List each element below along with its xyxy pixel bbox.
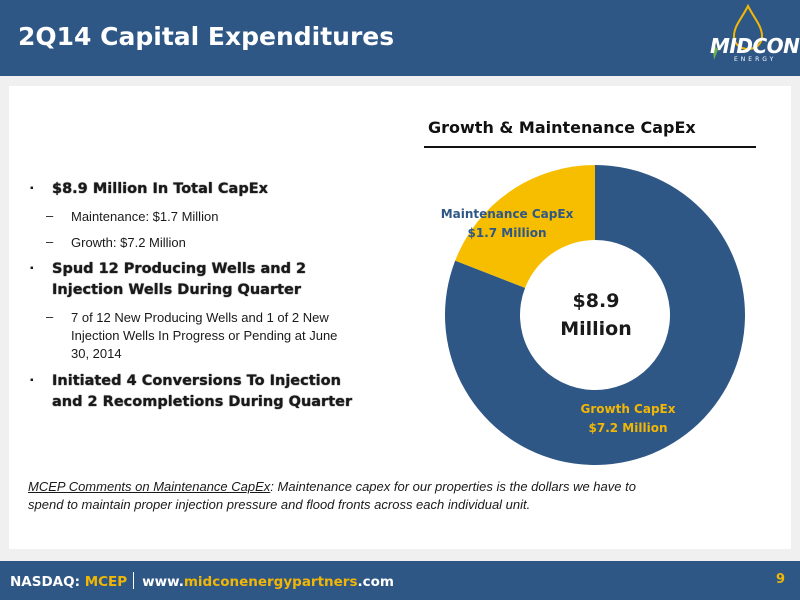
maintenance-comment: MCEP Comments on Maintenance CapEx: Main… (28, 478, 768, 514)
bullet-spud-line1: Spud 12 Producing Wells and 2 (52, 261, 307, 277)
bullet-marker: ▪ (30, 183, 34, 194)
footer-url-suffix[interactable]: .com (357, 574, 394, 590)
donut-center-label: $8.9 Million (546, 287, 646, 343)
footer-exchange: NASDAQ: (10, 574, 85, 590)
maintenance-slice-name: Maintenance CapEx (440, 207, 574, 221)
donut-slice-growth-capex (445, 165, 745, 465)
sub-bullet-marker: – (46, 234, 54, 249)
growth-slice-label: Growth CapEx $7.2 Million (560, 400, 696, 438)
maintenance-slice-value: $1.7 Million (467, 226, 547, 240)
frame-bottom (0, 549, 800, 561)
frame-left (0, 76, 9, 561)
growth-slice-value: $7.2 Million (588, 421, 668, 435)
logo-text: MIDCON (710, 34, 800, 58)
midcon-logo: MIDCON ENERGY (690, 2, 800, 74)
slide-header: 2Q14 Capital Expenditures MIDCON ENERGY (0, 0, 800, 76)
sub-bullet-marker: – (46, 309, 54, 324)
chart-title-rule (424, 146, 756, 148)
bullet-conversions-line2: and 2 Recompletions During Quarter (52, 394, 353, 410)
frame-right (791, 76, 800, 561)
frame-top (0, 76, 800, 86)
content-area (9, 86, 791, 549)
center-total-value: $8.9 (572, 290, 620, 312)
bullet-marker: ▪ (30, 263, 34, 274)
logo-subtext: ENERGY (734, 56, 777, 63)
sub-bullet-wells-line1: 7 of 12 New Producing Wells and 1 of 2 N… (71, 310, 329, 325)
footer-info: NASDAQ: MCEP www.midconenergypartners.com (10, 572, 394, 590)
chart-title: Growth & Maintenance CapEx (428, 118, 696, 137)
footer-ticker: MCEP (84, 574, 128, 590)
bullet-marker: ▪ (30, 375, 34, 386)
sub-bullet-marker: – (46, 208, 54, 223)
bullet-total-capex: $8.9 Million In Total CapEx (52, 181, 268, 197)
maintenance-slice-label: Maintenance CapEx $1.7 Million (424, 205, 590, 243)
oil-drop-icon (712, 3, 764, 60)
capex-donut-chart (445, 165, 745, 465)
slide-title: 2Q14 Capital Expenditures (18, 22, 395, 51)
page-number: 9 (776, 572, 786, 587)
growth-slice-name: Growth CapEx (580, 402, 676, 416)
donut-slice-maintenance-capex (455, 165, 595, 288)
bullet-conversions-line1: Initiated 4 Conversions To Injection (52, 373, 341, 389)
sub-bullet-maintenance: Maintenance: $1.7 Million (71, 209, 219, 224)
slide-footer: NASDAQ: MCEP www.midconenergypartners.com… (0, 561, 800, 600)
sub-bullet-growth: Growth: $7.2 Million (71, 235, 186, 250)
footer-url-domain[interactable]: midconenergypartners (183, 574, 358, 590)
footer-url-prefix[interactable]: www. (142, 574, 184, 590)
comment-heading: MCEP Comments on Maintenance CapEx (28, 479, 271, 494)
footer-divider (133, 572, 135, 589)
center-total-unit: Million (560, 318, 632, 340)
sub-bullet-wells-line2: Injection Wells In Progress or Pending a… (71, 328, 338, 343)
bullet-spud-line2: Injection Wells During Quarter (52, 282, 302, 298)
comment-body-line1: : Maintenance capex for our properties i… (270, 479, 636, 494)
sub-bullet-wells-line3: 30, 2014 (71, 346, 122, 361)
comment-body-line2: spend to maintain proper injection press… (28, 497, 531, 512)
